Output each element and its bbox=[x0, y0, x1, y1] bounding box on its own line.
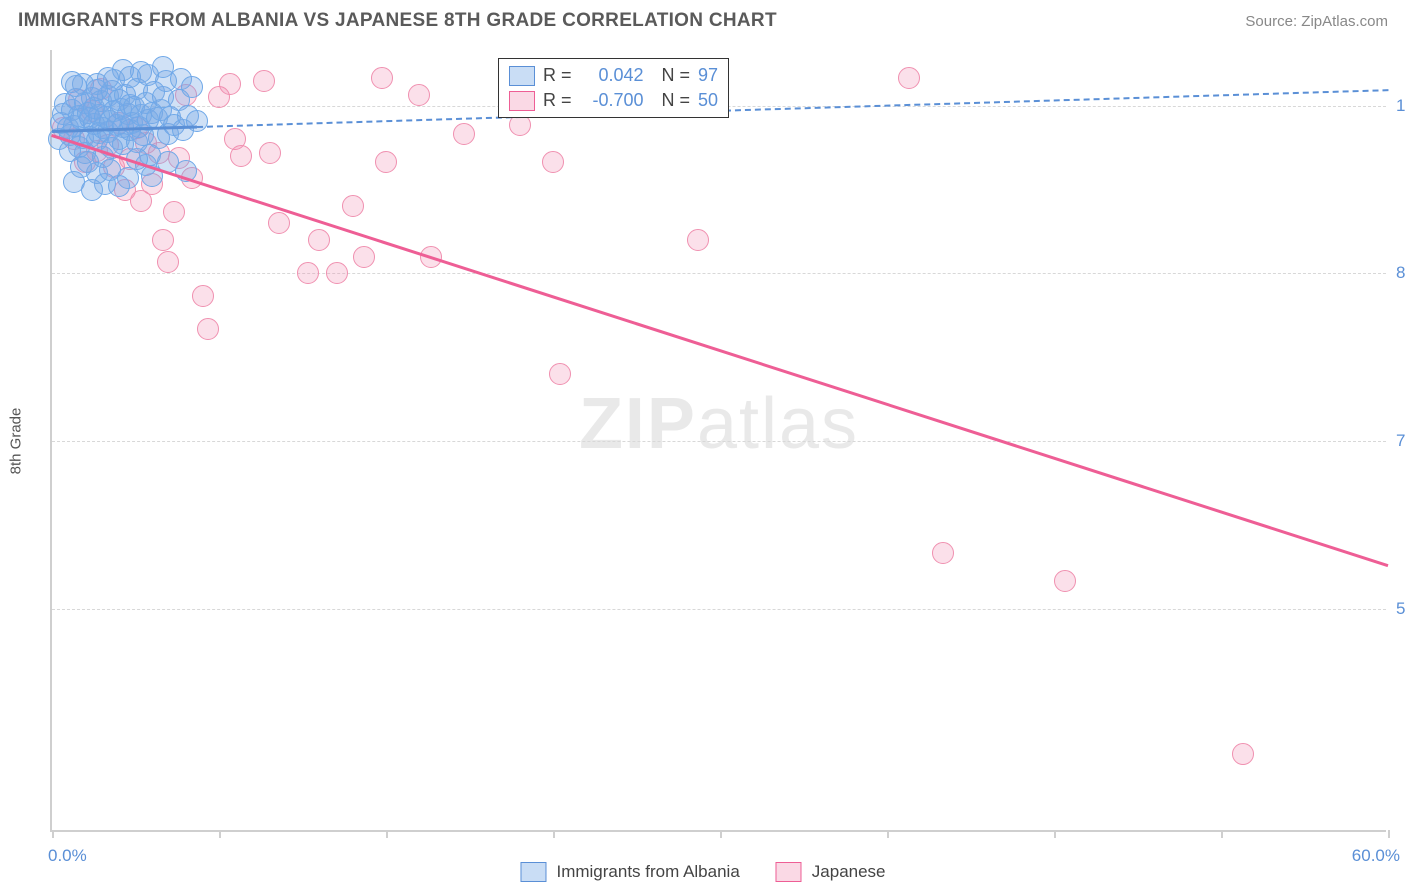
data-point-blue bbox=[97, 67, 119, 89]
n-label: N = bbox=[662, 65, 691, 86]
plot-area: ZIPatlas 100.0%85.0%70.0%55.0%0.0%60.0%R… bbox=[50, 50, 1386, 832]
data-point-pink bbox=[932, 542, 954, 564]
data-point-pink bbox=[898, 67, 920, 89]
r-label: R = bbox=[543, 65, 572, 86]
data-point-blue bbox=[186, 110, 208, 132]
data-point-pink bbox=[687, 229, 709, 251]
n-value: 97 bbox=[698, 65, 718, 86]
legend-swatch-pink bbox=[776, 862, 802, 882]
trend-line-pink bbox=[51, 134, 1388, 567]
x-tick bbox=[720, 830, 722, 838]
source-name[interactable]: ZipAtlas.com bbox=[1301, 13, 1388, 30]
data-point-pink bbox=[408, 84, 430, 106]
data-point-pink bbox=[253, 70, 275, 92]
data-point-pink bbox=[297, 262, 319, 284]
watermark: ZIPatlas bbox=[579, 383, 859, 465]
data-point-pink bbox=[192, 285, 214, 307]
r-value: -0.700 bbox=[580, 90, 644, 111]
data-point-pink bbox=[259, 142, 281, 164]
y-tick-label: 100.0% bbox=[1396, 96, 1406, 116]
legend-swatch-blue bbox=[520, 862, 546, 882]
data-point-blue bbox=[137, 64, 159, 86]
stats-legend: R = 0.042 N = 97R = -0.700 N = 50 bbox=[498, 58, 729, 118]
legend-label: Immigrants from Albania bbox=[556, 862, 739, 882]
data-point-pink bbox=[157, 251, 179, 273]
x-tick bbox=[887, 830, 889, 838]
data-point-pink bbox=[152, 229, 174, 251]
data-point-pink bbox=[342, 195, 364, 217]
stats-legend-row: R = 0.042 N = 97 bbox=[509, 63, 718, 88]
source-label: Source: bbox=[1245, 13, 1297, 30]
x-tick bbox=[219, 830, 221, 838]
data-point-pink bbox=[1054, 570, 1076, 592]
data-point-pink bbox=[542, 151, 564, 173]
data-point-blue bbox=[99, 159, 121, 181]
watermark-bold: ZIP bbox=[579, 384, 697, 464]
chart-title: IMMIGRANTS FROM ALBANIA VS JAPANESE 8TH … bbox=[18, 10, 777, 32]
x-tick bbox=[1388, 830, 1390, 838]
data-point-pink bbox=[197, 318, 219, 340]
legend-item: Immigrants from Albania bbox=[520, 862, 739, 882]
data-point-blue bbox=[61, 71, 83, 93]
y-axis-label: 8th Grade bbox=[8, 408, 25, 475]
data-point-pink bbox=[163, 201, 185, 223]
scatter-chart: ZIPatlas 100.0%85.0%70.0%55.0%0.0%60.0%R… bbox=[50, 50, 1386, 832]
n-value: 50 bbox=[698, 90, 718, 111]
data-point-pink bbox=[219, 73, 241, 95]
data-point-pink bbox=[1232, 743, 1254, 765]
data-point-pink bbox=[549, 363, 571, 385]
grid-line bbox=[52, 441, 1386, 442]
data-point-pink bbox=[371, 67, 393, 89]
r-value: 0.042 bbox=[580, 65, 644, 86]
watermark-light: atlas bbox=[697, 384, 859, 464]
source-credit: Source: ZipAtlas.com bbox=[1245, 13, 1388, 30]
x-tick bbox=[52, 830, 54, 838]
y-tick-label: 70.0% bbox=[1396, 431, 1406, 451]
legend-swatch-pink bbox=[509, 91, 535, 111]
data-point-pink bbox=[453, 123, 475, 145]
x-max-label: 60.0% bbox=[1352, 846, 1400, 866]
bottom-legend: Immigrants from Albania Japanese bbox=[520, 862, 885, 882]
data-point-pink bbox=[375, 151, 397, 173]
r-label: R = bbox=[543, 90, 572, 111]
x-tick bbox=[386, 830, 388, 838]
data-point-pink bbox=[308, 229, 330, 251]
y-tick-label: 55.0% bbox=[1396, 599, 1406, 619]
grid-line bbox=[52, 609, 1386, 610]
x-tick bbox=[1221, 830, 1223, 838]
x-min-label: 0.0% bbox=[48, 846, 87, 866]
x-tick bbox=[1054, 830, 1056, 838]
n-label: N = bbox=[662, 90, 691, 111]
data-point-pink bbox=[326, 262, 348, 284]
legend-item: Japanese bbox=[776, 862, 886, 882]
y-tick-label: 85.0% bbox=[1396, 263, 1406, 283]
data-point-pink bbox=[230, 145, 252, 167]
x-tick bbox=[553, 830, 555, 838]
data-point-blue bbox=[181, 76, 203, 98]
trend-line-blue-dash bbox=[197, 89, 1388, 128]
legend-label: Japanese bbox=[812, 862, 886, 882]
data-point-pink bbox=[353, 246, 375, 268]
stats-legend-row: R = -0.700 N = 50 bbox=[509, 88, 718, 113]
grid-line bbox=[52, 273, 1386, 274]
data-point-blue bbox=[81, 179, 103, 201]
legend-swatch-blue bbox=[509, 66, 535, 86]
data-point-pink bbox=[268, 212, 290, 234]
